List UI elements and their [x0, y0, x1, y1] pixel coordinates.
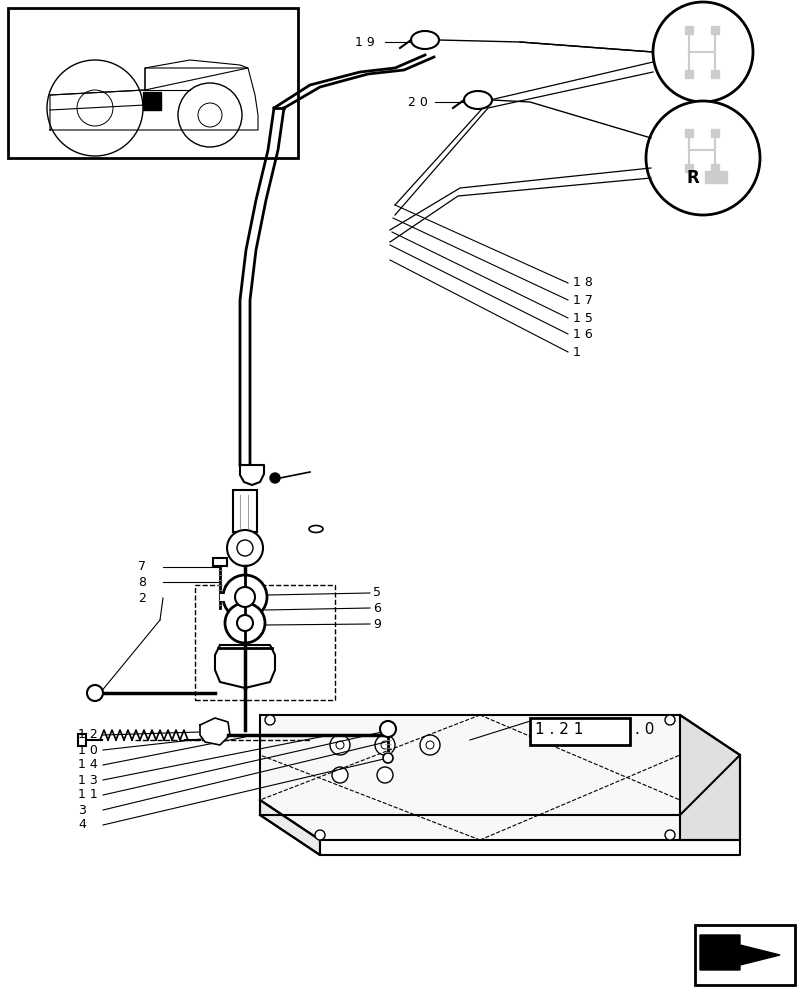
Circle shape — [198, 103, 222, 127]
Circle shape — [380, 721, 396, 737]
Circle shape — [426, 741, 434, 749]
Circle shape — [225, 603, 265, 643]
Bar — [685, 26, 693, 34]
Polygon shape — [680, 715, 740, 840]
Bar — [685, 164, 693, 172]
Circle shape — [377, 767, 393, 783]
Polygon shape — [200, 718, 230, 745]
Ellipse shape — [464, 91, 492, 109]
Bar — [711, 129, 719, 137]
Circle shape — [420, 735, 440, 755]
Circle shape — [47, 60, 143, 156]
Text: 8: 8 — [138, 576, 146, 588]
Polygon shape — [260, 715, 740, 840]
Circle shape — [235, 587, 255, 607]
Text: 1 5: 1 5 — [573, 312, 593, 324]
Bar — [8, 8, 298, 158]
Circle shape — [265, 715, 275, 725]
Circle shape — [178, 83, 242, 147]
Bar — [233, 490, 257, 532]
Bar — [711, 70, 719, 78]
Text: 1: 1 — [573, 346, 581, 359]
Polygon shape — [700, 935, 780, 970]
Circle shape — [375, 735, 395, 755]
Bar — [705, 171, 727, 183]
Text: 1 8: 1 8 — [573, 276, 593, 290]
Circle shape — [646, 101, 760, 215]
Bar — [78, 734, 86, 746]
Bar — [143, 92, 161, 110]
Circle shape — [77, 90, 113, 126]
Circle shape — [87, 685, 103, 701]
Circle shape — [665, 830, 675, 840]
Text: 1 0: 1 0 — [78, 744, 98, 756]
Text: 1 . 2 1: 1 . 2 1 — [535, 722, 583, 737]
Text: 2 0: 2 0 — [408, 96, 428, 108]
Text: 7: 7 — [138, 560, 146, 574]
Bar — [711, 164, 719, 172]
Bar — [711, 26, 719, 34]
Text: R: R — [687, 169, 700, 187]
Text: 1 3: 1 3 — [78, 774, 98, 786]
Text: 6: 6 — [373, 601, 381, 614]
Circle shape — [237, 615, 253, 631]
Circle shape — [381, 741, 389, 749]
Circle shape — [332, 767, 348, 783]
Bar — [695, 925, 795, 985]
Circle shape — [227, 530, 263, 566]
Text: 1 6: 1 6 — [573, 328, 593, 340]
Circle shape — [336, 741, 344, 749]
Polygon shape — [260, 800, 320, 855]
Circle shape — [223, 575, 267, 619]
Text: 2: 2 — [138, 591, 146, 604]
Circle shape — [237, 540, 253, 556]
Bar — [213, 558, 227, 566]
Circle shape — [270, 473, 280, 483]
Text: 1 2: 1 2 — [78, 728, 98, 742]
Polygon shape — [240, 465, 264, 485]
Circle shape — [315, 830, 325, 840]
Text: 5: 5 — [373, 586, 381, 599]
Text: 1 9: 1 9 — [355, 35, 375, 48]
Text: 1 1: 1 1 — [78, 788, 98, 802]
Polygon shape — [215, 645, 275, 688]
Text: 1 4: 1 4 — [78, 758, 98, 772]
Bar — [685, 70, 693, 78]
Text: 9: 9 — [373, 617, 381, 631]
Bar — [685, 129, 693, 137]
Text: . 0: . 0 — [635, 722, 654, 737]
Text: 1 7: 1 7 — [573, 294, 593, 306]
Circle shape — [665, 715, 675, 725]
Circle shape — [653, 2, 753, 102]
Circle shape — [330, 735, 350, 755]
Ellipse shape — [240, 580, 250, 584]
Circle shape — [383, 753, 393, 763]
Ellipse shape — [309, 526, 323, 532]
Text: 3: 3 — [78, 804, 86, 816]
Text: 4: 4 — [78, 818, 86, 832]
Bar — [195, 585, 335, 700]
Bar — [530, 718, 630, 745]
Ellipse shape — [411, 31, 439, 49]
